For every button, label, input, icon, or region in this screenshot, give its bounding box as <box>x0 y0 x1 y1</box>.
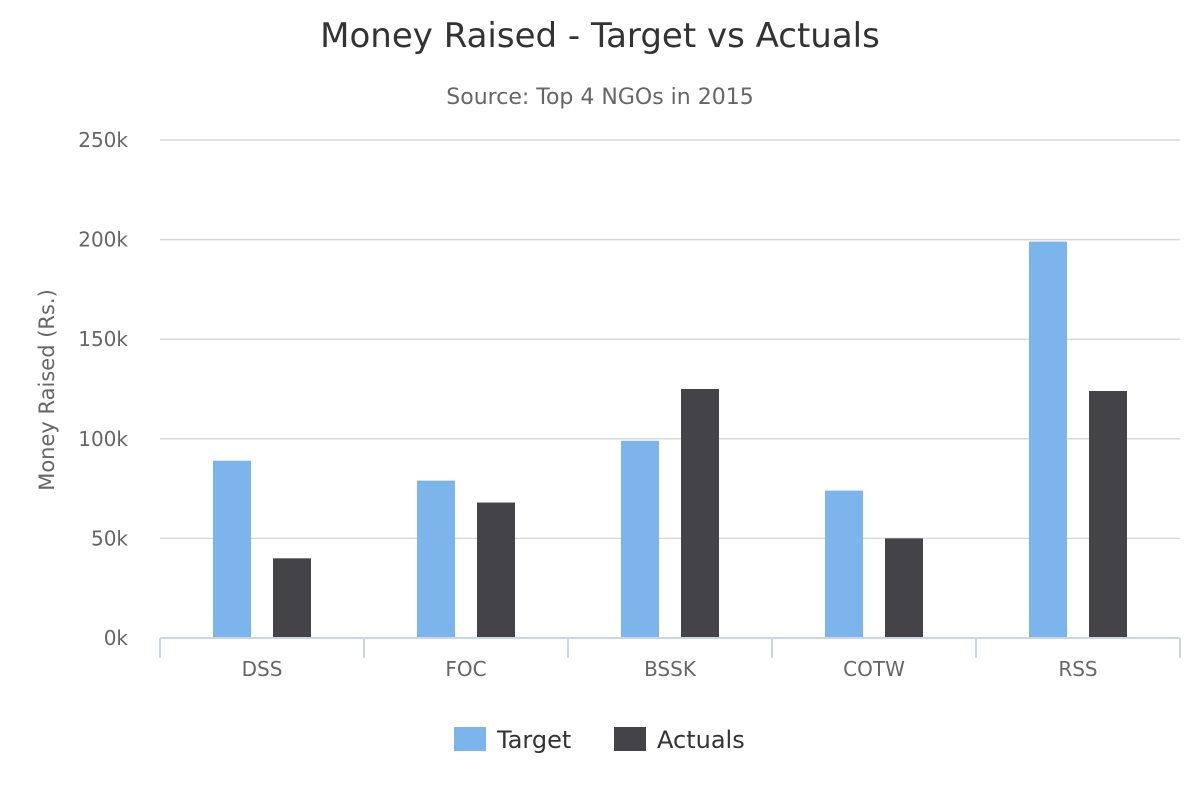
legend-item-target[interactable]: Target <box>454 726 571 754</box>
x-tick-label: FOC <box>445 657 486 681</box>
bar-target-cotw[interactable] <box>825 490 863 638</box>
y-tick-label: 250k <box>78 128 128 152</box>
x-tick-label: RSS <box>1058 657 1097 681</box>
chart-subtitle: Source: Top 4 NGOs in 2015 <box>446 85 753 110</box>
x-tick-label: COTW <box>843 657 905 681</box>
legend-label: Target <box>496 726 571 754</box>
bar-actuals-foc[interactable] <box>477 502 515 638</box>
y-axis-title: Money Raised (Rs.) <box>35 289 59 491</box>
x-tick-label: BSSK <box>644 657 697 681</box>
legend[interactable]: Target Actuals <box>454 726 745 754</box>
bar-target-bssk[interactable] <box>621 440 659 638</box>
legend-item-actuals[interactable]: Actuals <box>614 726 745 754</box>
grid-layer: 0k 50k 100k 150k 200k 250k <box>78 128 1180 650</box>
x-tick-label: DSS <box>242 657 283 681</box>
bar-actuals-rss[interactable] <box>1089 390 1127 638</box>
bar-target-dss[interactable] <box>213 460 251 638</box>
bar-actuals-dss[interactable] <box>273 558 311 638</box>
bars-layer <box>213 241 1127 639</box>
chart-title: Money Raised - Target vs Actuals <box>320 16 880 56</box>
y-tick-label: 50k <box>91 526 128 550</box>
bar-actuals-bssk[interactable] <box>681 389 719 638</box>
bar-target-rss[interactable] <box>1029 241 1067 639</box>
legend-swatch <box>614 727 646 751</box>
x-axis-layer: DSS FOC BSSK COTW RSS <box>159 637 1181 681</box>
y-tick-label: 100k <box>78 427 128 451</box>
legend-swatch <box>454 727 486 751</box>
bar-target-foc[interactable] <box>417 480 455 638</box>
y-tick-label: 150k <box>78 327 128 351</box>
bar-actuals-cotw[interactable] <box>885 538 923 638</box>
y-tick-label: 0k <box>104 626 129 650</box>
legend-label: Actuals <box>657 726 745 754</box>
y-tick-label: 200k <box>78 228 128 252</box>
